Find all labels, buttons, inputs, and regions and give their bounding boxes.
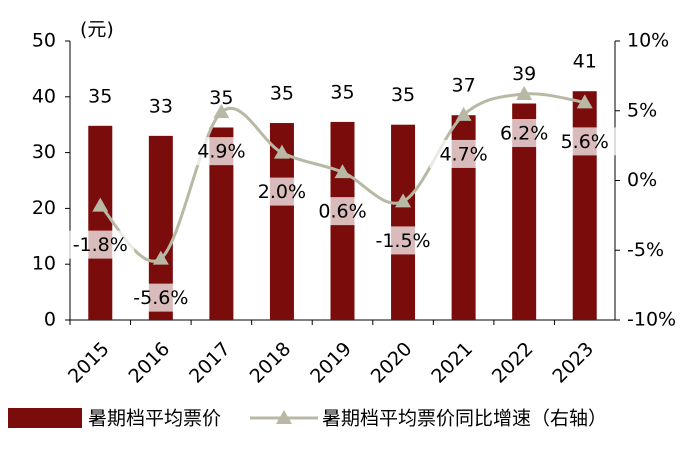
- bar-value-label: 35: [209, 87, 233, 109]
- y-tick-label: 50: [32, 30, 56, 52]
- legend-label: 暑期档平均票价同比增速（右轴）: [322, 408, 607, 430]
- y-tick-label: 0: [44, 309, 56, 331]
- value-label-bg: [247, 177, 316, 206]
- line: [99, 92, 585, 263]
- x-tick-label: 2016: [125, 338, 175, 388]
- line-value-label: 6.2%: [500, 123, 548, 145]
- line-value-label: -5.6%: [133, 287, 188, 309]
- y-tick-label: 20: [32, 197, 56, 219]
- value-label-bg: [126, 283, 195, 312]
- line-value-label: 4.7%: [439, 143, 487, 165]
- bar-value-label: 41: [573, 51, 597, 73]
- line-marker: [334, 164, 351, 179]
- line-marker: [516, 86, 533, 101]
- y-tick-label: 10: [32, 253, 56, 275]
- line-value-label: -1.5%: [375, 230, 430, 252]
- value-label-bg: [308, 197, 377, 226]
- line-marker: [576, 94, 593, 109]
- bar-value-label: 35: [88, 85, 112, 107]
- value-label-bg: [429, 139, 498, 168]
- y-tick-label: 40: [32, 85, 56, 107]
- bar-value-label: 35: [391, 84, 415, 106]
- bar: [88, 125, 113, 320]
- x-tick-label: 2022: [488, 338, 538, 388]
- line-marker: [213, 104, 230, 119]
- y2-tick-label: 0%: [627, 169, 657, 191]
- value-label-bg: [550, 127, 619, 156]
- x-tick-label: 2021: [427, 338, 477, 388]
- legend-label: 暑期档平均票价: [88, 408, 221, 430]
- y2-tick-label: 5%: [627, 99, 657, 121]
- value-label-bg: [369, 226, 438, 255]
- line-value-label: 5.6%: [561, 131, 609, 153]
- y-axis-unit: (元): [80, 19, 114, 41]
- line-value-label: 4.9%: [197, 141, 245, 163]
- bar: [572, 91, 597, 320]
- legend-marker: [276, 410, 292, 424]
- x-tick-label: 2020: [367, 338, 417, 388]
- y2-tick-label: 10%: [627, 30, 669, 52]
- line-value-label: -1.8%: [73, 234, 128, 256]
- bar: [391, 124, 416, 320]
- value-label-bg: [66, 230, 135, 259]
- value-label-bg: [187, 137, 256, 166]
- bar-value-label: 33: [149, 95, 173, 117]
- bar-value-label: 37: [452, 75, 476, 97]
- x-tick-label: 2017: [185, 338, 235, 388]
- x-tick-label: 2015: [64, 338, 114, 388]
- x-tick-label: 2018: [246, 338, 296, 388]
- line-marker: [455, 106, 472, 121]
- x-tick-label: 2019: [306, 338, 356, 388]
- y2-tick-label: -5%: [627, 239, 664, 261]
- line-marker: [152, 250, 169, 265]
- line-marker: [395, 193, 412, 208]
- line-value-label: 0.6%: [318, 201, 366, 223]
- value-label-bg: [490, 119, 559, 148]
- legend-swatch: [8, 408, 82, 428]
- y2-tick-label: -10%: [627, 309, 676, 331]
- line-marker: [92, 197, 109, 212]
- y-tick-label: 30: [32, 141, 56, 163]
- line-marker: [273, 144, 290, 159]
- x-tick-label: 2023: [548, 338, 598, 388]
- bar-value-label: 39: [512, 63, 536, 85]
- line-value-label: 2.0%: [258, 181, 306, 203]
- bar-value-label: 35: [270, 83, 294, 105]
- bar-value-label: 35: [330, 81, 354, 103]
